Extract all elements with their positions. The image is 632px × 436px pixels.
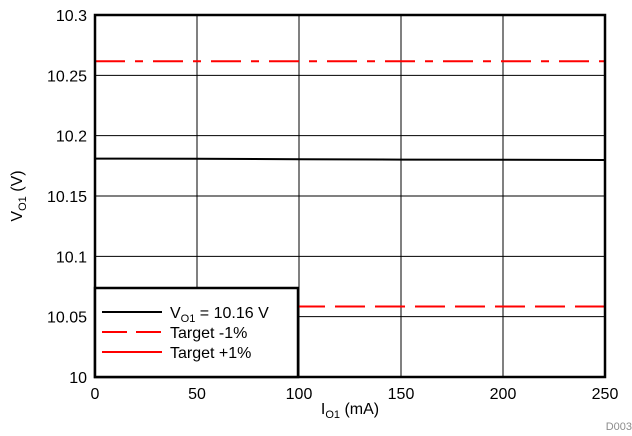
y-axis-ticks: 10 10.05 10.1 10.15 10.2 10.25 10.3 <box>47 8 87 387</box>
x-tick-label: 150 <box>388 386 415 403</box>
x-tick-label: 50 <box>188 386 206 403</box>
x-tick-label: 0 <box>91 386 100 403</box>
y-tick-label: 10.25 <box>47 68 87 85</box>
x-tick-label: 100 <box>286 386 313 403</box>
legend: VO1 = 10.16 V Target -1% Target +1% <box>93 286 300 379</box>
x-tick-label: 250 <box>592 386 619 403</box>
figure-code: D003 <box>606 421 632 433</box>
y-tick-label: 10.3 <box>56 8 87 25</box>
y-tick-label: 10.1 <box>56 249 87 266</box>
plot-frame <box>93 13 607 379</box>
grid <box>95 15 605 377</box>
series-line-0 <box>94 157 606 161</box>
legend-label-target-minus: Target -1% <box>170 325 247 342</box>
y-tick-label: 10.2 <box>56 129 87 146</box>
y-tick-label: 10.15 <box>47 189 87 206</box>
x-axis-label: IO1 (mA) <box>321 401 379 421</box>
x-axis-ticks: 0 50 100 150 200 250 <box>91 386 619 403</box>
legend-box <box>93 286 300 379</box>
legend-label-target-plus: Target +1% <box>170 345 251 362</box>
y-tick-label: 10 <box>69 370 87 387</box>
x-tick-label: 200 <box>490 386 517 403</box>
y-tick-label: 10.05 <box>47 310 87 327</box>
legend-label-vo1: VO1 = 10.16 V <box>170 305 269 325</box>
y-axis-label: VO1 (V) <box>9 170 29 221</box>
